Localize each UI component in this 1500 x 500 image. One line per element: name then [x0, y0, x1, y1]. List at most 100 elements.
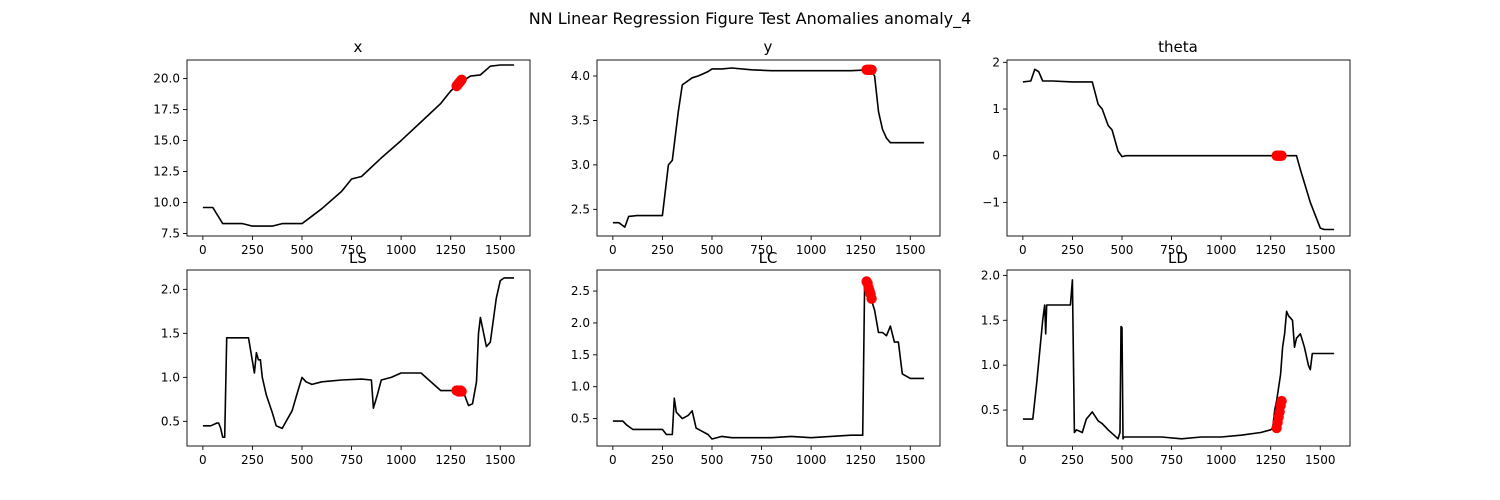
x-tick-label: 1250: [845, 243, 876, 257]
series-line: [202, 277, 515, 439]
x-tick-label: 0: [609, 243, 617, 257]
y-tick-label: 0.5: [981, 403, 1000, 417]
series-line: [612, 67, 925, 228]
axes-frame: [596, 269, 941, 447]
subplot-title: LS: [349, 249, 367, 267]
x-tick-label: 1500: [485, 453, 516, 467]
y-tick-label: 2.0: [981, 268, 1000, 282]
x-tick-label: 1000: [1206, 453, 1237, 467]
y-tick-label: 10.0: [153, 196, 180, 210]
x-tick-label: 0: [609, 453, 617, 467]
anomaly-series: [861, 276, 877, 304]
y-tick-label: 3.0: [571, 158, 590, 172]
anomaly-series: [1271, 395, 1287, 434]
y-tick-label: 15.0: [153, 134, 180, 148]
x-tick-label: 250: [651, 453, 674, 467]
y-tick-label: 2.0: [161, 282, 180, 296]
x-tick-label: 750: [1160, 243, 1183, 257]
series-line: [202, 64, 515, 227]
x-tick-label: 250: [241, 243, 264, 257]
y-tick-label: 7.5: [161, 227, 180, 241]
y-tick-label: 0.5: [161, 414, 180, 428]
axes-frame: [186, 59, 531, 237]
subplot-title: LD: [1168, 249, 1188, 267]
x-tick-label: 250: [241, 453, 264, 467]
x-tick-label: 1250: [1255, 453, 1286, 467]
x-tick-label: 500: [701, 453, 724, 467]
x-tick-label: 0: [1019, 243, 1027, 257]
y-tick-label: 1.5: [981, 313, 1000, 327]
y-tick-label: 20.0: [153, 72, 180, 86]
anomaly-point: [866, 64, 877, 76]
x-tick-label: 0: [199, 453, 207, 467]
x-tick-label: 1250: [435, 453, 466, 467]
x-tick-label: 1500: [485, 243, 516, 257]
x-tick-label: 250: [1061, 453, 1084, 467]
x-tick-label: 1500: [1305, 453, 1336, 467]
axes-frame: [1006, 269, 1351, 447]
x-tick-label: 1000: [796, 453, 827, 467]
x-tick-label: 250: [1061, 243, 1084, 257]
x-tick-label: 500: [701, 243, 724, 257]
y-tick-label: 2.0: [571, 316, 590, 330]
y-tick-label: 1.0: [981, 358, 1000, 372]
y-tick-label: 1: [992, 102, 1000, 116]
y-tick-label: 12.5: [153, 165, 180, 179]
x-tick-label: 750: [340, 453, 363, 467]
anomaly-point: [456, 74, 467, 86]
x-tick-label: 750: [750, 453, 773, 467]
subplot-theta: theta 0 250 500 750 1000 1250 1500 −1 0 1 2: [982, 38, 1351, 257]
x-tick-label: 0: [199, 243, 207, 257]
anomaly-series: [1271, 150, 1287, 161]
series-line: [612, 277, 925, 440]
series-line: [1022, 279, 1335, 440]
x-tick-label: 1250: [435, 243, 466, 257]
y-tick-label: −1: [982, 195, 1000, 209]
x-tick-label: 1000: [796, 243, 827, 257]
y-tick-label: 17.5: [153, 103, 180, 117]
anomaly-series: [861, 64, 877, 76]
figure-suptitle: NN Linear Regression Figure Test Anomali…: [529, 9, 972, 29]
x-tick-label: 1500: [1305, 243, 1336, 257]
x-tick-label: 250: [651, 243, 674, 257]
x-tick-label: 500: [291, 243, 314, 257]
x-tick-label: 1000: [386, 453, 417, 467]
x-tick-label: 1250: [845, 453, 876, 467]
subplot-ls: LS 0 250 500 750 1000 1250 1500 0.5 1.0 1.5 2.0: [161, 249, 531, 467]
anomaly-point: [1276, 395, 1287, 407]
x-tick-label: 500: [1111, 453, 1134, 467]
series-line: [1022, 68, 1335, 231]
subplot-y: y 0 250 500 750 1000 1250 1500 2.5 3.0 3.5 4.0: [571, 38, 941, 257]
x-tick-label: 750: [1160, 453, 1183, 467]
x-tick-label: 1000: [1206, 243, 1237, 257]
x-tick-label: 750: [750, 243, 773, 257]
y-tick-label: 4.0: [571, 69, 590, 83]
subplot-title: LC: [759, 249, 778, 267]
y-tick-label: 1.0: [161, 370, 180, 384]
y-tick-label: 1.5: [571, 348, 590, 362]
y-tick-label: 0: [992, 149, 1000, 163]
y-tick-label: 1.5: [161, 326, 180, 340]
subplot-x: x 0 250 500 750 1000 1250 1500 7.5 10.0 12.5 15.0 1…: [153, 38, 531, 257]
x-tick-label: 750: [340, 243, 363, 257]
anomaly-point: [456, 386, 467, 397]
subplot-title: y: [764, 38, 773, 56]
y-tick-label: 0.5: [571, 412, 590, 426]
y-tick-label: 2: [992, 55, 1000, 69]
axes-frame: [186, 269, 531, 447]
x-tick-label: 1500: [895, 243, 926, 257]
subplot-title: theta: [1158, 38, 1198, 56]
anomaly-point: [866, 293, 877, 304]
x-tick-label: 1000: [386, 243, 417, 257]
subplot-lc: LC 0 250 500 750 1000 1250 1500 0.5 1.0 1.5 2.0 2.5: [571, 249, 941, 467]
y-tick-label: 3.5: [571, 113, 590, 127]
x-tick-label: 500: [1111, 243, 1134, 257]
x-tick-label: 0: [1019, 453, 1027, 467]
y-tick-label: 2.5: [571, 202, 590, 216]
subplot-ld: LD 0 250 500 750 1000 1250 1500 0.5 1.0 1.5 2.0: [981, 249, 1351, 467]
axes-frame: [596, 59, 941, 237]
anomaly-series: [451, 385, 467, 397]
subplot-title: x: [354, 38, 363, 56]
